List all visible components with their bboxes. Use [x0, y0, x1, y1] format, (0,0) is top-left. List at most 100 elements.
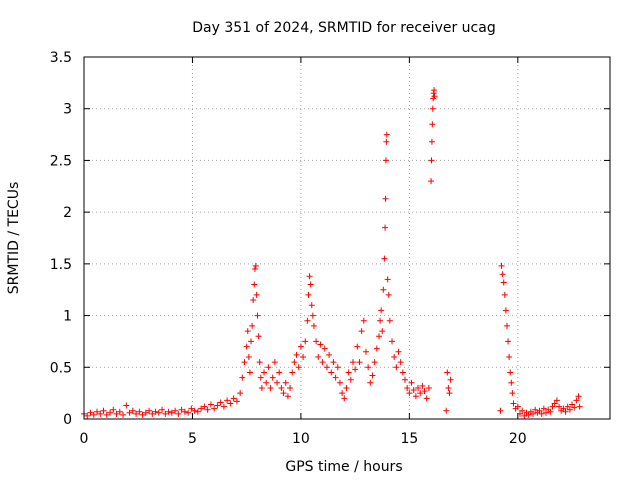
- y-tick-label: 3: [63, 102, 72, 118]
- data-point: [499, 271, 506, 278]
- data-point: [306, 273, 313, 280]
- data-point: [246, 369, 253, 376]
- data-point: [373, 345, 380, 352]
- data-point: [257, 374, 264, 381]
- data-point: [269, 374, 276, 381]
- data-point: [142, 409, 149, 416]
- data-point: [217, 399, 224, 406]
- data-point: [214, 402, 221, 409]
- data-point: [443, 407, 450, 414]
- data-point: [332, 374, 339, 381]
- x-tick-label: 5: [188, 431, 197, 447]
- data-point: [295, 364, 302, 371]
- data-point: [383, 138, 390, 145]
- data-point: [244, 328, 251, 335]
- data-point: [185, 409, 192, 416]
- data-point: [245, 353, 252, 360]
- x-tick-label: 0: [80, 431, 89, 447]
- x-tick-label: 15: [400, 431, 418, 447]
- data-point: [251, 281, 258, 288]
- data-point: [498, 262, 505, 269]
- data-point: [508, 379, 515, 386]
- data-point: [284, 393, 291, 400]
- data-point: [326, 351, 333, 358]
- data-point: [110, 406, 117, 413]
- data-point: [382, 157, 389, 164]
- data-point: [339, 390, 346, 397]
- data-point: [379, 328, 386, 335]
- data-point: [551, 400, 558, 407]
- data-point: [365, 364, 372, 371]
- data-point: [248, 338, 255, 345]
- data-point: [503, 322, 510, 329]
- data-point: [446, 390, 453, 397]
- data-point: [417, 390, 424, 397]
- data-point: [391, 353, 398, 360]
- y-tick-label: 0: [63, 412, 72, 428]
- data-point: [415, 384, 422, 391]
- plot-frame: [83, 56, 611, 420]
- data-point: [328, 369, 335, 376]
- data-point: [502, 307, 509, 314]
- data-point: [256, 359, 263, 366]
- y-tick-label: 0.5: [50, 360, 72, 376]
- data-point: [509, 390, 516, 397]
- data-point: [155, 409, 162, 416]
- data-point: [194, 408, 201, 415]
- data-point: [253, 291, 260, 298]
- data-point: [267, 384, 274, 391]
- data-point: [428, 178, 435, 185]
- data-point: [395, 348, 402, 355]
- data-point: [165, 408, 172, 415]
- data-point: [251, 266, 258, 273]
- data-point: [233, 398, 240, 405]
- x-tick-label: 20: [509, 431, 527, 447]
- data-point: [378, 307, 385, 314]
- data-point: [136, 408, 143, 415]
- data-point: [380, 286, 387, 293]
- data-point: [293, 351, 300, 358]
- data-point: [510, 400, 517, 407]
- data-point: [553, 397, 560, 404]
- data-point: [107, 409, 114, 416]
- data-point: [367, 379, 374, 386]
- data-point: [360, 317, 367, 324]
- data-point: [505, 338, 512, 345]
- data-point: [393, 364, 400, 371]
- data-point: [265, 364, 272, 371]
- data-point: [381, 255, 388, 262]
- data-point: [540, 405, 547, 412]
- data-point: [315, 353, 322, 360]
- data-point: [181, 408, 188, 415]
- data-point: [375, 333, 382, 340]
- data-point: [384, 276, 391, 283]
- data-point: [382, 195, 389, 202]
- data-point: [423, 395, 430, 402]
- data-point: [538, 410, 545, 417]
- chart-title: Day 351 of 2024, SRMTID for receiver uca…: [192, 20, 495, 36]
- data-points: [81, 87, 583, 419]
- data-point: [431, 93, 438, 100]
- data-point: [168, 409, 175, 416]
- x-tick-label: 10: [292, 431, 310, 447]
- data-point: [569, 401, 576, 408]
- y-tick-label: 2: [63, 205, 72, 221]
- data-point: [305, 291, 312, 298]
- tick-labels: 0 5 10 15 20 0 0.5 1 1.5 2 2.5 3 3.5: [50, 50, 527, 447]
- data-point: [250, 297, 257, 304]
- data-point: [282, 379, 289, 386]
- data-point: [84, 412, 91, 419]
- data-point: [404, 384, 411, 391]
- data-point: [230, 395, 237, 402]
- y-tick-label: 3.5: [50, 50, 72, 66]
- data-point: [172, 407, 179, 414]
- y-axis-label: SRMTID / TECUs: [6, 182, 22, 295]
- data-point: [429, 121, 436, 128]
- data-point: [410, 387, 417, 394]
- data-point: [349, 359, 356, 366]
- data-point: [178, 406, 185, 413]
- data-point: [239, 374, 246, 381]
- data-point: [382, 224, 389, 231]
